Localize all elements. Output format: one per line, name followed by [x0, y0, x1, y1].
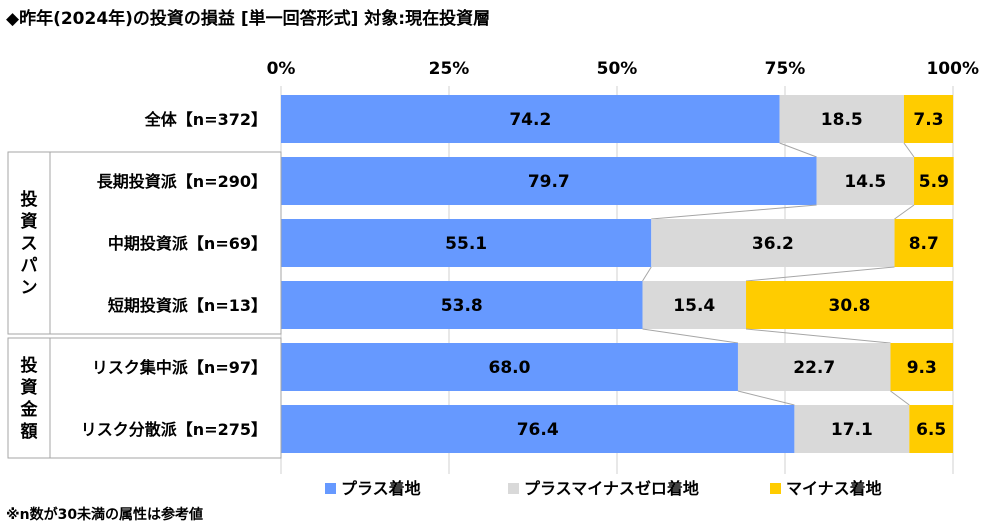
- data-label: 55.1: [445, 234, 487, 254]
- category-label: リスク分散派【n=275】: [81, 420, 267, 439]
- bar-segment: [909, 405, 953, 453]
- group-label-char: ン: [21, 278, 38, 298]
- x-tick-label: 50%: [597, 59, 638, 79]
- connector-line: [894, 204, 915, 220]
- data-label: 14.5: [844, 172, 886, 192]
- data-label: 22.7: [793, 358, 835, 378]
- chart-title: ◆昨年(2024年)の投資の損益 [単一回答形式] 対象:現在投資層: [6, 9, 491, 29]
- data-label: 79.7: [528, 172, 570, 192]
- data-label: 53.8: [441, 296, 483, 316]
- data-label: 74.2: [509, 110, 551, 130]
- legend-swatch: [508, 483, 519, 494]
- legend-label: プラスマイナスゼロ着地: [524, 479, 699, 498]
- data-label: 9.3: [907, 358, 937, 378]
- bar-segment: [281, 157, 817, 205]
- group-label-char: 金: [20, 399, 39, 420]
- bar-segment: [779, 95, 904, 143]
- bar-segment: [281, 219, 652, 267]
- x-tick-label: 100%: [926, 59, 979, 79]
- data-label: 17.1: [831, 420, 873, 440]
- x-tick-label: 25%: [429, 59, 470, 79]
- bar-segment: [281, 405, 795, 453]
- connector-line: [745, 328, 891, 344]
- group-label-char: パ: [21, 256, 38, 276]
- bar-segment: [281, 95, 780, 143]
- x-tick-label: 0%: [267, 59, 296, 79]
- data-label: 7.3: [913, 110, 943, 130]
- legend-label: プラス着地: [341, 479, 421, 498]
- bar-segment: [894, 219, 953, 267]
- category-label: 全体【n=372】: [144, 110, 267, 129]
- data-label: 76.4: [517, 420, 559, 440]
- group-label-char: 資: [21, 378, 38, 398]
- group-label-char: 投: [21, 189, 38, 210]
- data-label: 8.7: [909, 234, 939, 254]
- connector-line: [642, 266, 652, 282]
- connector-line: [651, 204, 817, 220]
- data-label: 30.8: [829, 296, 871, 316]
- connector-line: [779, 142, 817, 158]
- data-label: 6.5: [916, 420, 946, 440]
- category-label: 中期投資派【n=69】: [108, 234, 267, 253]
- group-bracket: [7, 337, 282, 459]
- bar-segment: [281, 343, 738, 391]
- group-label: 投資スパン: [21, 189, 38, 298]
- bar-segment: [642, 281, 747, 329]
- footnote: ※n数が30未満の属性は参考値: [6, 507, 204, 523]
- category-label: リスク集中派【n=97】: [92, 358, 267, 377]
- legend-swatch: [325, 483, 336, 494]
- legend-label: マイナス着地: [786, 479, 882, 498]
- group-label-char: ス: [21, 234, 38, 254]
- bar-segment: [746, 281, 953, 329]
- connector-line: [890, 390, 910, 406]
- data-label: 5.9: [919, 172, 949, 192]
- group-label: 投資金額: [20, 355, 39, 442]
- data-label: 68.0: [489, 358, 531, 378]
- data-label: 18.5: [821, 110, 863, 130]
- connector-line: [642, 328, 739, 344]
- bar-segment: [281, 281, 643, 329]
- category-label: 短期投資派【n=13】: [108, 296, 267, 315]
- group-label-char: 額: [20, 421, 38, 442]
- category-label: 長期投資派【n=290】: [97, 172, 267, 191]
- bar-segment: [816, 157, 915, 205]
- group-label-char: 投: [21, 355, 38, 376]
- bar-segment: [794, 405, 910, 453]
- connector-line: [737, 390, 795, 406]
- group-label-char: 資: [21, 212, 38, 232]
- x-tick-label: 75%: [765, 59, 806, 79]
- data-label: 15.4: [673, 296, 715, 316]
- bar-segment: [914, 157, 954, 205]
- data-label: 36.2: [752, 234, 794, 254]
- bar-segment: [651, 219, 895, 267]
- connector-line: [745, 266, 895, 282]
- bar-segment: [737, 343, 891, 391]
- legend-swatch: [770, 483, 781, 494]
- group-bracket: [7, 151, 282, 335]
- bar-segment: [903, 95, 953, 143]
- connector-line: [903, 142, 915, 158]
- bar-segment: [890, 343, 953, 391]
